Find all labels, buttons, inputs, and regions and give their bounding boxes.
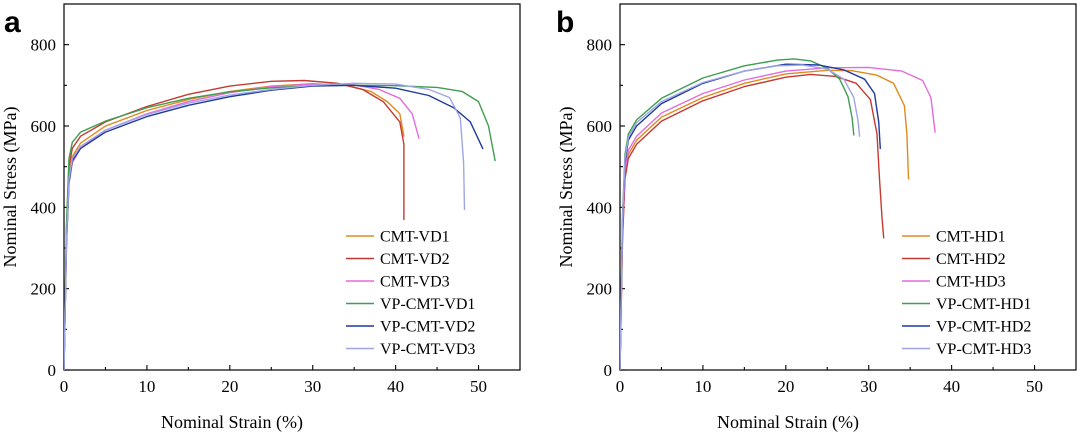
x-tick-label: 20 (221, 377, 238, 396)
chart-panel-b: b 0 10 20 30 40 50 0 200 400 600 800 Nominal Strain … (556, 3, 1077, 433)
legend: CMT-VD1 CMT-VD2 CMT-VD3 VP-CMT-VD1 VP-CMT-VD… (346, 229, 475, 358)
legend-label: VP-CMT-VD1 (380, 296, 475, 313)
series-line-cmt-hd2 (620, 73, 885, 370)
legend-label: VP-CMT-HD1 (936, 296, 1031, 313)
series-line-cmt-hd3 (620, 66, 936, 370)
x-tick-label: 30 (304, 377, 321, 396)
y-tick-label: 600 (31, 117, 57, 136)
x-tick-label: 10 (138, 377, 155, 396)
plot-frame (619, 3, 1077, 371)
y-tick-label: 800 (31, 36, 57, 55)
curves (64, 79, 496, 370)
series-line-cmt-hd1 (620, 69, 910, 370)
series-line-vp-cmt-vd3 (64, 82, 466, 370)
curves (620, 58, 936, 370)
chart-panel-a: a 0 10 20 30 40 50 0 200 400 600 800 Nominal Strain … (0, 3, 521, 433)
legend-label: CMT-HD3 (936, 274, 1006, 291)
legend: CMT-HD1 CMT-HD2 CMT-HD3 VP-CMT-HD1 VP-CMT-HD… (902, 229, 1031, 358)
legend-label: VP-CMT-VD2 (380, 319, 475, 336)
x-tick-label: 0 (60, 377, 69, 396)
y-tick-label: 200 (587, 280, 613, 299)
y-tick-label: 0 (48, 361, 57, 380)
x-tick-label: 50 (470, 377, 487, 396)
legend-label: CMT-VD1 (380, 229, 450, 246)
legend-label: VP-CMT-HD2 (936, 319, 1031, 336)
legend-label: CMT-VD2 (380, 251, 450, 268)
y-axis-label: Nominal Stress (MPa) (0, 107, 21, 268)
y-axis-label: Nominal Stress (MPa) (556, 107, 577, 268)
y-tick-label: 400 (587, 198, 613, 217)
legend-label: VP-CMT-VD3 (380, 341, 475, 358)
series-line-vp-cmt-vd1 (64, 84, 496, 370)
legend-label: VP-CMT-HD3 (936, 341, 1031, 358)
y-tick-label: 0 (604, 361, 613, 380)
x-tick-label: 10 (694, 377, 711, 396)
x-tick-label: 50 (1026, 377, 1043, 396)
y-tick-label: 600 (587, 117, 613, 136)
x-axis-label: Nominal Strain (%) (717, 412, 859, 433)
panel-label: a (4, 6, 21, 39)
x-tick-label: 40 (387, 377, 404, 396)
plot-frame (63, 3, 521, 371)
y-tick-label: 800 (587, 36, 613, 55)
legend-label: CMT-HD2 (936, 251, 1006, 268)
x-tick-label: 20 (777, 377, 794, 396)
series-line-cmt-vd2 (64, 79, 405, 370)
x-tick-label: 30 (860, 377, 877, 396)
series-line-vp-cmt-hd1 (620, 58, 855, 370)
x-tick-label: 40 (943, 377, 960, 396)
y-tick-label: 200 (31, 280, 57, 299)
x-tick-label: 0 (616, 377, 625, 396)
x-axis-label: Nominal Strain (%) (161, 412, 303, 433)
y-tick-label: 400 (31, 198, 57, 217)
series-line-vp-cmt-hd3 (620, 64, 861, 370)
panel-label: b (556, 6, 574, 39)
series-line-vp-cmt-hd2 (620, 63, 881, 370)
legend-label: CMT-VD3 (380, 274, 450, 291)
legend-label: CMT-HD1 (936, 229, 1006, 246)
